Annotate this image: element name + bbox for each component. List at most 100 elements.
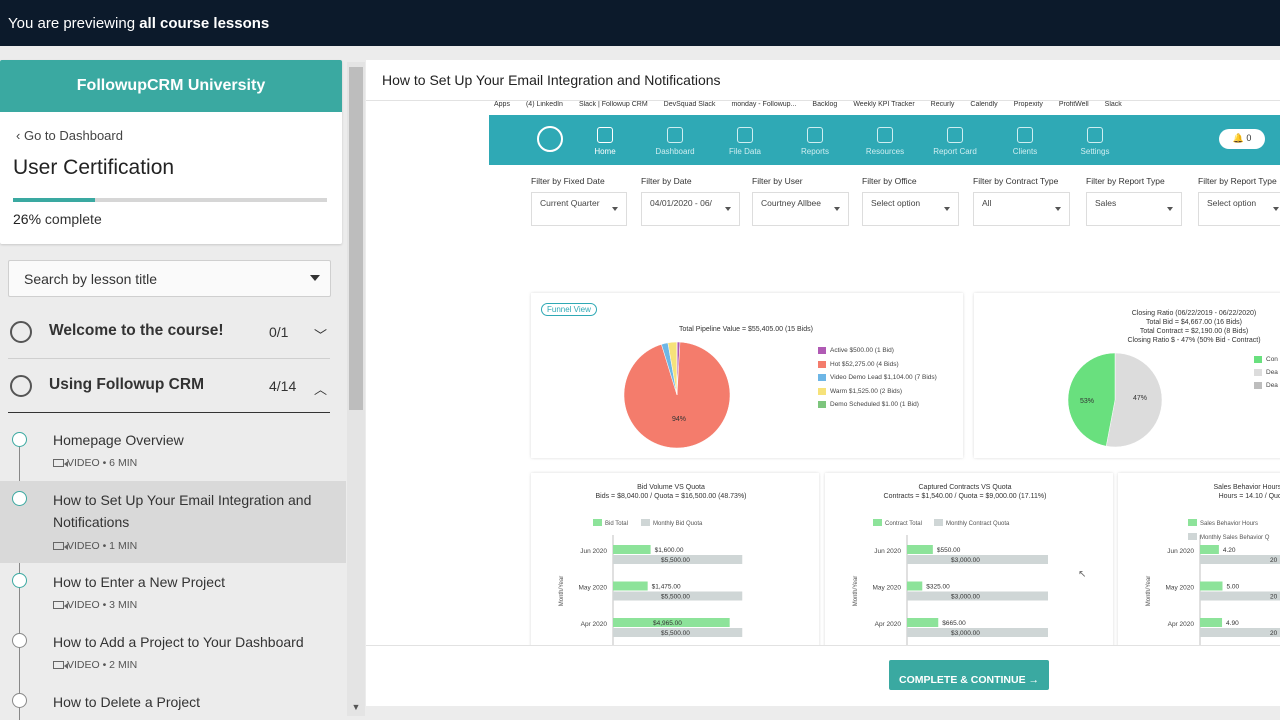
lesson-search-dropdown[interactable]: Search by lesson title [8,260,331,297]
chart-title-line: Bid Volume VS Quota [637,484,705,491]
bookmark-item[interactable]: Calendly [970,101,998,108]
course-progress-text: 26% complete [13,211,102,227]
bar-monthly-bid-quota[interactable] [613,591,743,601]
preview-banner: You are previewing all course lessons [0,0,1280,46]
bar-monthly-contract-quota[interactable] [907,591,1048,601]
bar-contract-total[interactable] [907,545,933,554]
bookmark-item[interactable]: Recurly [930,101,955,108]
legend-item[interactable]: Video Demo Lead $1,104.00 (7 Bids) [818,374,937,381]
bar-contract-total[interactable] [907,581,923,591]
bookmark-item[interactable]: Slack [1104,101,1122,108]
crm-nav-reports[interactable]: Reports [785,127,845,156]
bar-bid-total[interactable] [613,581,648,591]
bar-monthly-sales-behavior-q[interactable] [1200,591,1280,601]
closing-title-line: Total Bid = $4,667.00 (16 Bids) [1146,319,1242,326]
filter-dropdown[interactable]: Courtney Allbee [752,192,849,226]
bar-sales-behavior-hours[interactable] [1200,618,1223,627]
legend-swatch [818,374,826,381]
filter-dropdown[interactable]: Select option [862,192,959,226]
pie-slice-con[interactable] [1067,352,1116,447]
bar-monthly-contract-quota[interactable] [907,628,1048,637]
video-camera-icon [53,661,68,669]
bar-data-label: $3,000.00 [951,557,980,564]
lesson-item-active[interactable]: How to Set Up Your Email Integration and… [0,481,346,563]
chevron-up-icon[interactable]: ︿ [314,382,328,397]
complete-and-continue-button[interactable]: COMPLETE & CONTINUE → [889,660,1049,690]
notifications-button[interactable]: 🔔 0 [1219,129,1265,149]
nav-label: Reports [800,147,829,156]
school-name[interactable]: FollowupCRM University [0,60,342,112]
back-to-dashboard-link[interactable]: ‹ Go to Dashboard [16,128,123,143]
legend-item[interactable]: Dea [1254,382,1278,389]
bar-monthly-contract-quota[interactable] [907,555,1048,564]
legend-label[interactable]: Monthly Sales Behavior Q [1200,535,1270,541]
nav-label: Resources [865,147,905,156]
legend-item[interactable]: Hot $52,275.00 (4 Bids) [818,360,899,368]
bar-monthly-bid-quota[interactable] [613,555,743,564]
legend-label[interactable]: Monthly Contract Quota [946,521,1010,527]
pie-slice-hot[interactable] [623,341,731,449]
crm-nav-resources[interactable]: Resources [855,127,915,156]
lesson-status-circle-icon [12,432,27,447]
filter-dropdown[interactable]: 04/01/2020 - 06/ [641,192,740,226]
bookmark-item[interactable]: Weekly KPI Tracker [853,101,915,108]
lesson-meta: VIDEO • 6 MIN [53,457,137,469]
filter-dropdown[interactable]: Select option [1198,192,1280,226]
lesson-item[interactable]: How to Delete a Project [0,684,346,720]
filter-label: Filter by Date [641,176,692,186]
bookmark-item[interactable]: Backlog [812,101,838,108]
crm-nav-file-data[interactable]: File Data [715,127,775,156]
bookmark-item[interactable]: (4) LinkedIn [525,101,563,108]
legend-label[interactable]: Monthly Bid Quota [653,521,703,527]
browser-bookmarks-bar: Apps (4) LinkedIn Slack | Followup CRM DevS… [494,101,1280,115]
section-using-followup-crm[interactable]: Using Followup CRM 4/14 ︿ [8,359,330,413]
legend-item[interactable]: Active $500.00 (1 Bid) [818,347,894,354]
bar-sales-behavior-hours[interactable] [1200,545,1219,554]
crm-nav-dashboard[interactable]: Dashboard [645,127,705,156]
filter-dropdown[interactable]: Current Quarter [531,192,627,226]
legend-item[interactable]: Demo Scheduled $1.00 (1 Bid) [818,401,919,408]
category-tick-label: Apr 2020 [875,621,902,628]
legend-label[interactable]: Contract Total [885,521,922,527]
nav-resources-icon [877,127,893,143]
crm-nav-settings[interactable]: Settings [1065,127,1125,156]
sidebar-scrollbar-thumb[interactable] [349,67,363,410]
filter-dropdown[interactable]: All [973,192,1070,226]
back-link-label: Go to Dashboard [23,128,123,143]
legend-label[interactable]: Sales Behavior Hours [1200,521,1258,527]
video-camera-icon [53,542,68,550]
legend-swatch [818,360,826,368]
course-progress-bar [13,198,327,202]
lesson-item[interactable]: Homepage Overview VIDEO • 6 MIN [0,420,346,480]
lesson-item[interactable]: How to Add a Project to Your Dashboard V… [0,624,346,684]
bookmark-item[interactable]: Slack | Followup CRM [578,101,648,108]
funnel-view-toggle[interactable]: Funnel View [541,303,597,316]
legend-item[interactable]: Con [1254,356,1278,363]
filter-dropdown[interactable]: Sales [1086,192,1182,226]
pie-slice-dea[interactable] [1105,352,1163,448]
bid-volume-card: Bid Volume VS Quota Bids = $8,040.00 / Qu… [531,473,819,646]
legend-item[interactable]: Dea [1254,369,1278,376]
bar-contract-total[interactable] [907,618,939,627]
crm-nav-report-card[interactable]: Report Card [925,127,985,156]
chevron-down-icon[interactable]: ﹀ [314,328,328,343]
lesson-item[interactable]: How to Enter a New Project VIDEO • 3 MIN [0,564,346,624]
legend-item[interactable]: Warm $1,525.00 (2 Bids) [818,387,902,395]
bookmark-item[interactable]: ProfitWell [1058,101,1089,108]
bookmark-item[interactable]: Apps [494,101,510,108]
crm-nav-clients[interactable]: Clients [995,127,1055,156]
bar-monthly-bid-quota[interactable] [613,628,743,637]
bar-bid-total[interactable] [613,618,730,627]
legend-label[interactable]: Bid Total [605,521,628,527]
scroll-down-arrow-icon[interactable]: ▼ [351,702,361,712]
section-welcome[interactable]: Welcome to the course! 0/1 ﹀ [8,305,330,359]
crm-nav-home[interactable]: Home [575,127,635,156]
bar-monthly-sales-behavior-q[interactable] [1200,628,1280,637]
bar-sales-behavior-hours[interactable] [1200,581,1223,591]
bar-bid-total[interactable] [613,545,651,554]
bookmark-item[interactable]: Propexity [1013,101,1043,108]
lesson-video[interactable]: Apps (4) LinkedIn Slack | Followup CRM DevS… [366,101,1280,646]
bookmark-item[interactable]: monday - Followup... [731,101,797,108]
bar-monthly-sales-behavior-q[interactable] [1200,555,1280,564]
bookmark-item[interactable]: DevSquad Slack [663,101,716,108]
